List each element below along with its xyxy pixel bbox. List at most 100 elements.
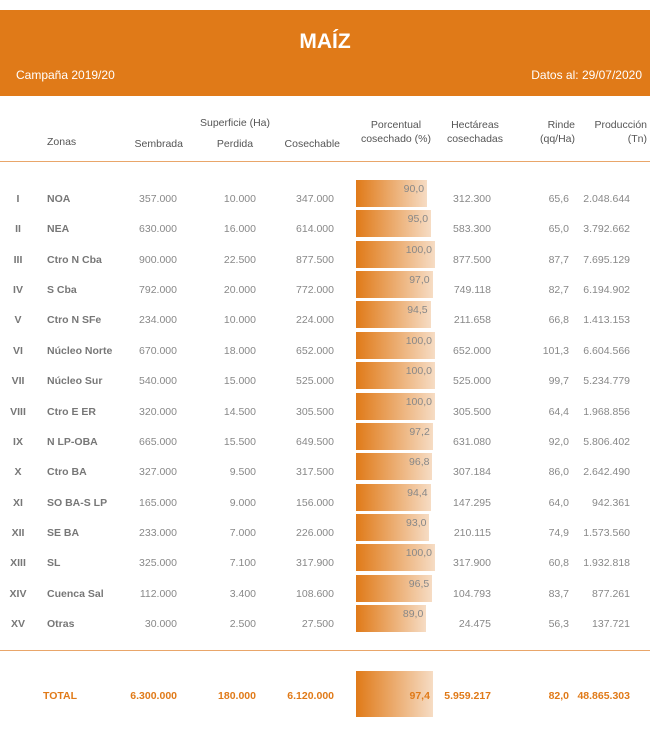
col-porcentual: Porcentual cosechado (%)	[360, 119, 432, 145]
cell-hectareas: 5.959.217	[444, 690, 491, 702]
zone-name: NOA	[47, 193, 71, 205]
zone-number: IX	[13, 435, 23, 448]
page-title: MAÍZ	[299, 30, 351, 53]
cell-produccion: 942.361	[592, 496, 630, 509]
cell-produccion: 5.234.779	[583, 375, 630, 388]
cell-hectareas: 631.080	[453, 435, 491, 448]
cell-produccion: 1.413.153	[583, 314, 630, 327]
col-produccion: Producción (Tn)	[594, 119, 647, 145]
cell-produccion: 6.194.902	[583, 284, 630, 297]
percent-value: 97,2	[409, 425, 430, 438]
zone-number: V	[14, 314, 22, 327]
col-rinde: Rinde (qq/Ha)	[539, 119, 575, 145]
table-row: XIII SL 100,0 325.000 7.100 317.900 317.900 60,…	[0, 540, 650, 572]
cell-produccion: 1.968.856	[583, 405, 630, 418]
zone-name: SE BA	[47, 526, 80, 539]
cell-rinde: 101,3	[542, 344, 569, 357]
percent-bar: 97,0	[356, 271, 433, 299]
zone-name: NEA	[47, 223, 70, 236]
cell-perdida: 9.500	[229, 466, 256, 479]
cell-perdida: 10.000	[223, 193, 256, 205]
cell-cosechable: 27.500	[301, 618, 334, 631]
zone-number: VII	[11, 375, 25, 388]
percent-bar: 95,0	[356, 210, 432, 238]
cell-cosechable: 347.000	[296, 193, 334, 205]
cell-hectareas: 147.295	[453, 496, 491, 509]
zone-name: S Cba	[47, 284, 77, 297]
cell-produccion: 1.573.560	[583, 526, 630, 539]
zone-number: XII	[11, 526, 25, 539]
zone-number: VI	[13, 344, 23, 357]
table-row: VII Núcleo Sur 100,0 540.000 15.000 525.000 52…	[0, 358, 650, 390]
zone-name: TOTAL	[43, 690, 78, 702]
cell-produccion: 7.695.129	[583, 253, 630, 266]
cell-produccion: 2.642.490	[583, 466, 630, 479]
zone-name: Ctro E ER	[47, 405, 97, 418]
cell-sembrada: 900.000	[139, 253, 177, 266]
cell-rinde: 74,9	[548, 526, 569, 539]
col-sembrada: Sembrada	[134, 138, 183, 150]
percent-bar: 100,0	[356, 392, 435, 420]
cell-produccion: 48.865.303	[577, 690, 630, 702]
zone-number: III	[13, 253, 23, 266]
col-cosechable: Cosechable	[284, 138, 340, 150]
cell-produccion: 877.261	[592, 587, 630, 600]
table-row: X Ctro BA 96,8 327.000 9.500 317.500 307.184 86…	[0, 449, 650, 481]
percent-bar: 97,2	[356, 422, 433, 450]
cell-cosechable: 877.500	[296, 253, 334, 266]
cell-produccion: 5.806.402	[583, 435, 630, 448]
zone-number: X	[14, 466, 22, 479]
cell-sembrada: 540.000	[139, 375, 177, 388]
cell-perdida: 7.100	[229, 557, 256, 570]
cell-produccion: 3.792.662	[583, 223, 630, 236]
table-row: XV Otras 89,0 30.000 2.500 27.500 24.475 56,3 13…	[0, 601, 650, 633]
zone-name: SO BA-S LP	[47, 496, 108, 509]
zone-name: N LP-OBA	[47, 435, 98, 448]
cell-sembrada: 357.000	[139, 193, 177, 205]
percent-value: 96,8	[409, 456, 430, 469]
percent-bar: 100,0	[356, 362, 435, 390]
cell-hectareas: 525.000	[453, 375, 491, 388]
header-divider	[0, 161, 650, 162]
zone-number: VIII	[10, 405, 26, 418]
cell-cosechable: 305.500	[296, 405, 334, 418]
cell-rinde: 87,7	[548, 253, 569, 266]
percent-value: 94,5	[407, 304, 428, 317]
zone-number: IV	[13, 284, 23, 297]
cell-cosechable: 224.000	[296, 314, 334, 327]
percent-bar: 100,0	[356, 331, 435, 359]
percent-value: 90,0	[403, 183, 425, 195]
table-row: XI SO BA-S LP 94,4 165.000 9.000 156.000 147.2…	[0, 480, 650, 511]
zone-number: XI	[13, 496, 23, 509]
zone-name: Otras	[47, 618, 75, 631]
cell-hectareas: 749.118	[453, 284, 491, 297]
percent-value: 89,0	[402, 608, 424, 621]
cell-cosechable: 317.500	[296, 466, 334, 479]
col-perdida: Perdida	[216, 138, 254, 150]
zone-name: Ctro BA	[47, 466, 87, 479]
percent-bar: 94,4	[356, 483, 431, 511]
zone-name: Núcleo Sur	[47, 375, 103, 388]
cell-perdida: 16.000	[223, 223, 256, 236]
cell-rinde: 64,0	[548, 496, 569, 509]
zone-number: II	[15, 223, 21, 236]
cell-hectareas: 307.184	[453, 466, 491, 479]
cell-sembrada: 234.000	[139, 314, 177, 327]
total-row: TOTAL 97,4 6.300.000 180.000 6.120.000 5.959.…	[0, 671, 650, 717]
table-row: II NEA 95,0 630.000 16.000 614.000 583.300 65,0…	[0, 206, 650, 238]
zone-name: Cuenca Sal	[47, 587, 104, 600]
cell-perdida: 20.000	[223, 284, 256, 297]
table-row: III Ctro N Cba 100,0 900.000 22.500 877.500 87…	[0, 237, 650, 268]
zone-name: Ctro N Cba	[47, 253, 102, 266]
cell-produccion: 2.048.644	[583, 193, 630, 205]
percent-value: 100,0	[405, 547, 432, 560]
cell-rinde: 60,8	[548, 557, 569, 570]
percent-value: 100,0	[405, 395, 432, 408]
cell-cosechable: 156.000	[296, 496, 334, 509]
table-row: IX N LP-OBA 97,2 665.000 15.500 649.500 631.08…	[0, 419, 650, 450]
cell-sembrada: 670.000	[139, 344, 177, 357]
cell-cosechable: 649.500	[296, 435, 334, 448]
cell-rinde: 64,4	[548, 405, 569, 418]
cell-rinde: 86,0	[548, 466, 569, 479]
cell-sembrada: 327.000	[139, 466, 177, 479]
